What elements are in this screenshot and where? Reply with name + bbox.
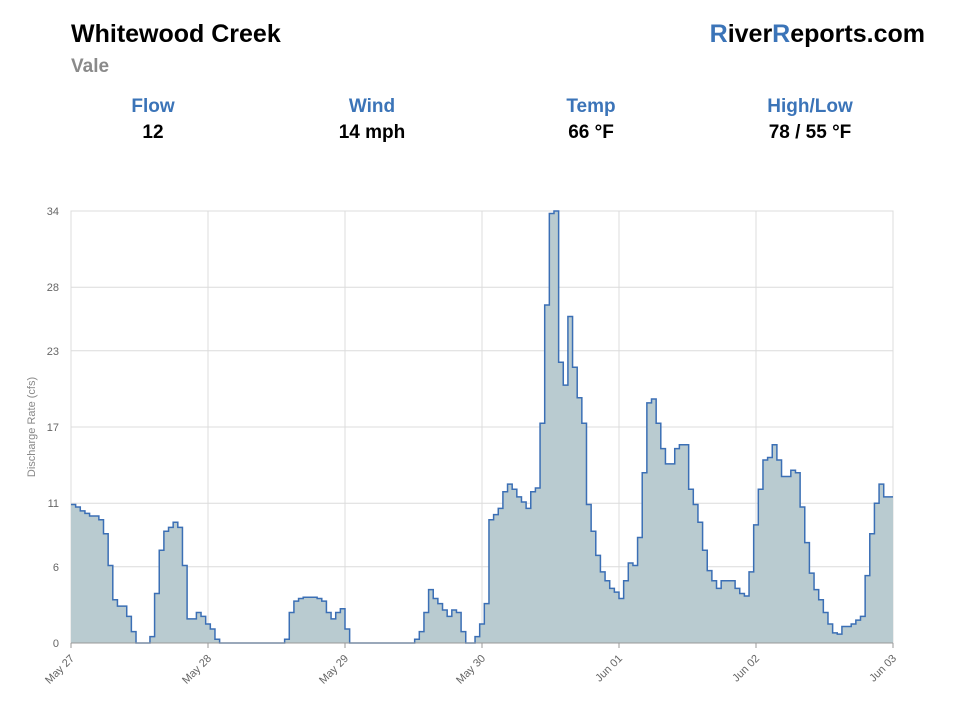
location-subtitle: Vale: [71, 56, 110, 77]
stat-wind: Wind 14 mph: [262, 96, 482, 144]
y-tick-label: 23: [47, 346, 59, 358]
stat-high-low: High/Low 78 / 55 °F: [700, 96, 920, 144]
stat-temp-label: Temp: [566, 96, 616, 117]
x-tick-label: May 29: [317, 653, 351, 687]
y-tick-label: 6: [53, 562, 59, 574]
series-line: [71, 210, 893, 644]
x-tick-label: Jun 02: [730, 653, 762, 685]
stat-high-low-label: High/Low: [767, 96, 853, 117]
stat-temp: Temp 66 °F: [481, 96, 701, 144]
chart-grid: [70, 210, 894, 644]
brand-letter-r1: R: [709, 20, 728, 48]
brand-logo[interactable]: RiverReports.com: [710, 20, 925, 49]
stat-wind-label: Wind: [348, 96, 396, 117]
brand-text-2: eports.com: [790, 20, 925, 48]
x-tick-label: May 28: [180, 653, 214, 687]
y-axis-label: Discharge Rate (cfs): [26, 377, 38, 477]
stat-flow: Flow 12: [43, 96, 263, 144]
x-tick-label: Jun 01: [593, 653, 625, 685]
chart-plot-area: [71, 210, 893, 644]
y-tick-label: 17: [47, 422, 59, 434]
y-tick-label: 28: [47, 282, 59, 294]
brand-text-1: iver: [727, 20, 773, 48]
brand-letter-r2: R: [772, 20, 791, 48]
series-area-fill: [71, 211, 893, 643]
x-tick-label: May 30: [454, 653, 488, 687]
stat-wind-value: 14 mph: [338, 122, 406, 143]
stat-high-low-value: 78 / 55 °F: [768, 122, 852, 143]
y-tick-label: 11: [48, 498, 59, 510]
x-tick-label: Jun 03: [867, 653, 899, 685]
stat-flow-label: Flow: [131, 96, 175, 117]
y-tick-label: 34: [47, 206, 59, 218]
river-title: Whitewood Creek: [71, 20, 281, 48]
x-tick-label: May 27: [43, 653, 77, 687]
stat-temp-value: 66 °F: [568, 122, 614, 143]
stat-flow-value: 12: [142, 122, 164, 143]
y-tick-label: 0: [53, 638, 59, 650]
